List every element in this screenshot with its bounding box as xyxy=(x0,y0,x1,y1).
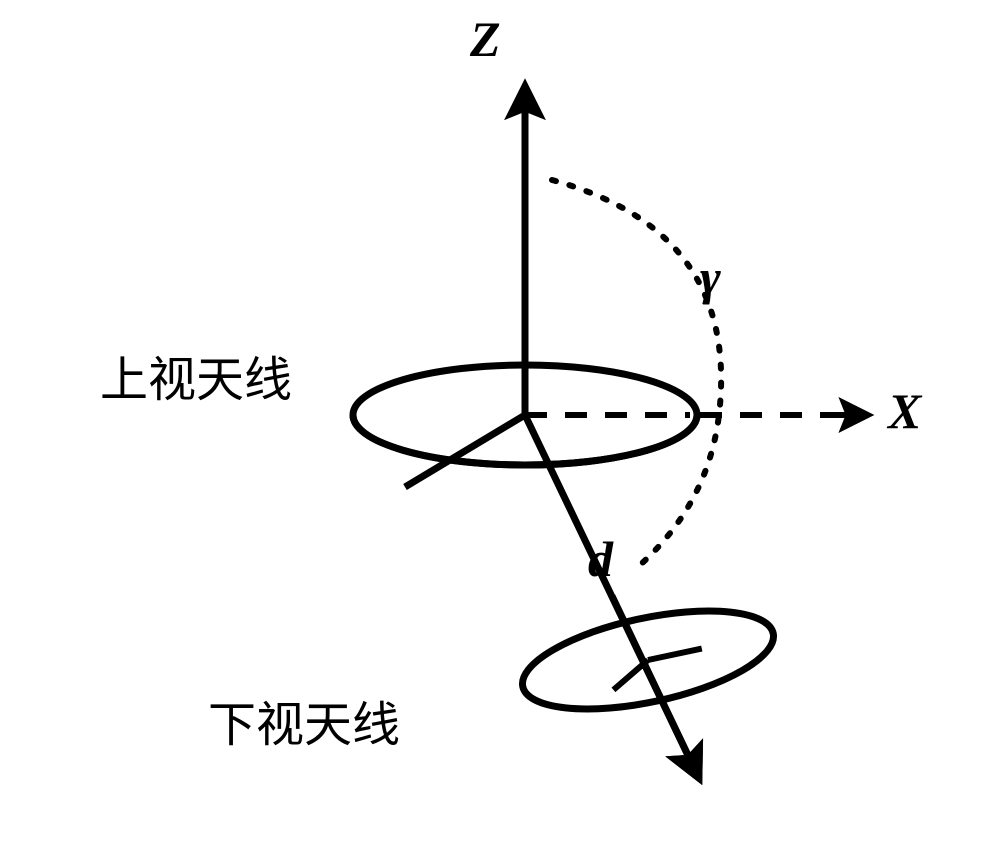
diagram-svg xyxy=(0,0,1000,846)
gamma-arc xyxy=(552,180,721,565)
x-axis-label-text: X xyxy=(888,383,921,439)
front-axis-stub xyxy=(405,415,525,487)
upper-antenna-label-text: 上视天线 xyxy=(100,354,292,407)
diagram-stage: Z X γ d 上视天线 下视天线 xyxy=(0,0,1000,846)
lower-antenna-group xyxy=(514,592,782,727)
d-vector-label: d xyxy=(588,530,613,588)
x-axis-label: X xyxy=(888,382,921,440)
lower-antenna-label: 下视天线 xyxy=(208,685,400,755)
lower-antenna-tick-right xyxy=(648,649,702,660)
lower-antenna-label-text: 下视天线 xyxy=(208,699,400,752)
gamma-label-text: γ xyxy=(700,249,721,305)
upper-antenna-label: 上视天线 xyxy=(100,340,292,410)
gamma-label: γ xyxy=(700,248,721,306)
z-axis-label: Z xyxy=(470,10,501,68)
z-axis-label-text: Z xyxy=(470,11,501,67)
d-vector-label-text: d xyxy=(588,531,613,587)
